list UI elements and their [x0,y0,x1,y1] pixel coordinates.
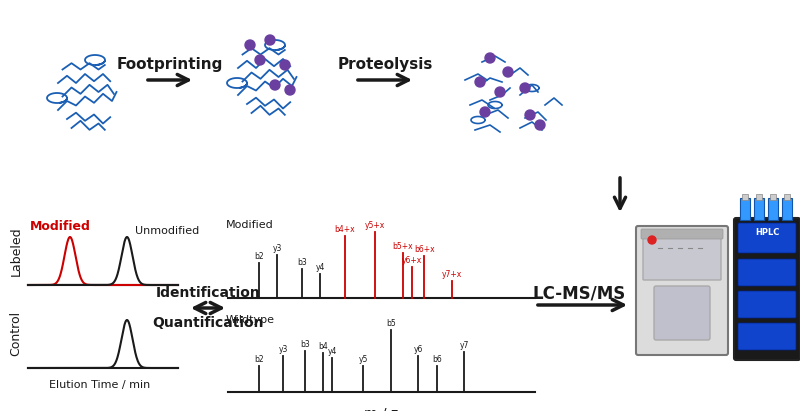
Circle shape [270,80,280,90]
Text: y7+x: y7+x [442,270,462,279]
Text: Quantification: Quantification [152,316,264,330]
Bar [770,194,776,200]
Text: Identification: Identification [156,286,260,300]
Circle shape [255,55,265,65]
Text: y3: y3 [273,244,282,253]
Text: Footprinting: Footprinting [117,57,223,72]
Circle shape [503,67,513,77]
FancyBboxPatch shape [738,259,796,286]
Circle shape [520,83,530,93]
Text: b2: b2 [254,355,263,364]
Text: b4+x: b4+x [334,225,355,234]
Text: Control: Control [10,310,22,356]
Text: Modified: Modified [30,220,91,233]
Circle shape [280,60,290,70]
Circle shape [265,35,275,45]
FancyBboxPatch shape [734,218,800,360]
FancyBboxPatch shape [636,226,728,355]
Text: b4: b4 [318,342,328,351]
FancyBboxPatch shape [641,229,723,239]
Circle shape [525,110,535,120]
Circle shape [495,87,505,97]
Circle shape [480,107,490,117]
Text: Modified: Modified [226,220,274,230]
FancyBboxPatch shape [654,286,710,340]
Bar [740,198,750,220]
Circle shape [285,85,295,95]
Text: Elution Time / min: Elution Time / min [50,380,150,390]
Text: y5: y5 [358,355,368,364]
Text: b5+x: b5+x [393,242,414,250]
Bar [754,198,764,220]
FancyBboxPatch shape [738,291,796,318]
Text: y3: y3 [278,345,288,354]
Text: b2: b2 [254,252,263,261]
Text: Wildtype: Wildtype [226,315,275,325]
Text: b5: b5 [386,319,395,328]
Text: y6: y6 [414,345,423,354]
Text: Proteolysis: Proteolysis [338,57,433,72]
Text: Unmodified: Unmodified [135,226,199,236]
Text: b6: b6 [432,355,442,364]
Text: b3: b3 [300,339,310,349]
Text: y4: y4 [328,346,337,356]
FancyBboxPatch shape [738,223,796,253]
Text: y4: y4 [315,263,325,272]
Bar [784,194,790,200]
FancyBboxPatch shape [738,323,796,350]
Bar [756,194,762,200]
Bar [768,198,778,220]
Bar [742,194,748,200]
Circle shape [535,120,545,130]
Circle shape [485,53,495,63]
Text: m / z: m / z [364,406,398,411]
Bar [782,198,792,220]
Text: LC-MS/MS: LC-MS/MS [533,284,626,302]
Text: b3: b3 [297,258,306,267]
Circle shape [648,236,656,244]
Text: y7: y7 [460,341,469,350]
Text: HPLC: HPLC [755,228,779,236]
Circle shape [245,40,255,50]
Circle shape [475,77,485,87]
Text: y6+x: y6+x [402,256,422,265]
FancyBboxPatch shape [643,233,721,280]
Text: b6+x: b6+x [414,245,434,254]
Text: y5+x: y5+x [366,220,386,229]
Text: Labeled: Labeled [10,227,22,276]
